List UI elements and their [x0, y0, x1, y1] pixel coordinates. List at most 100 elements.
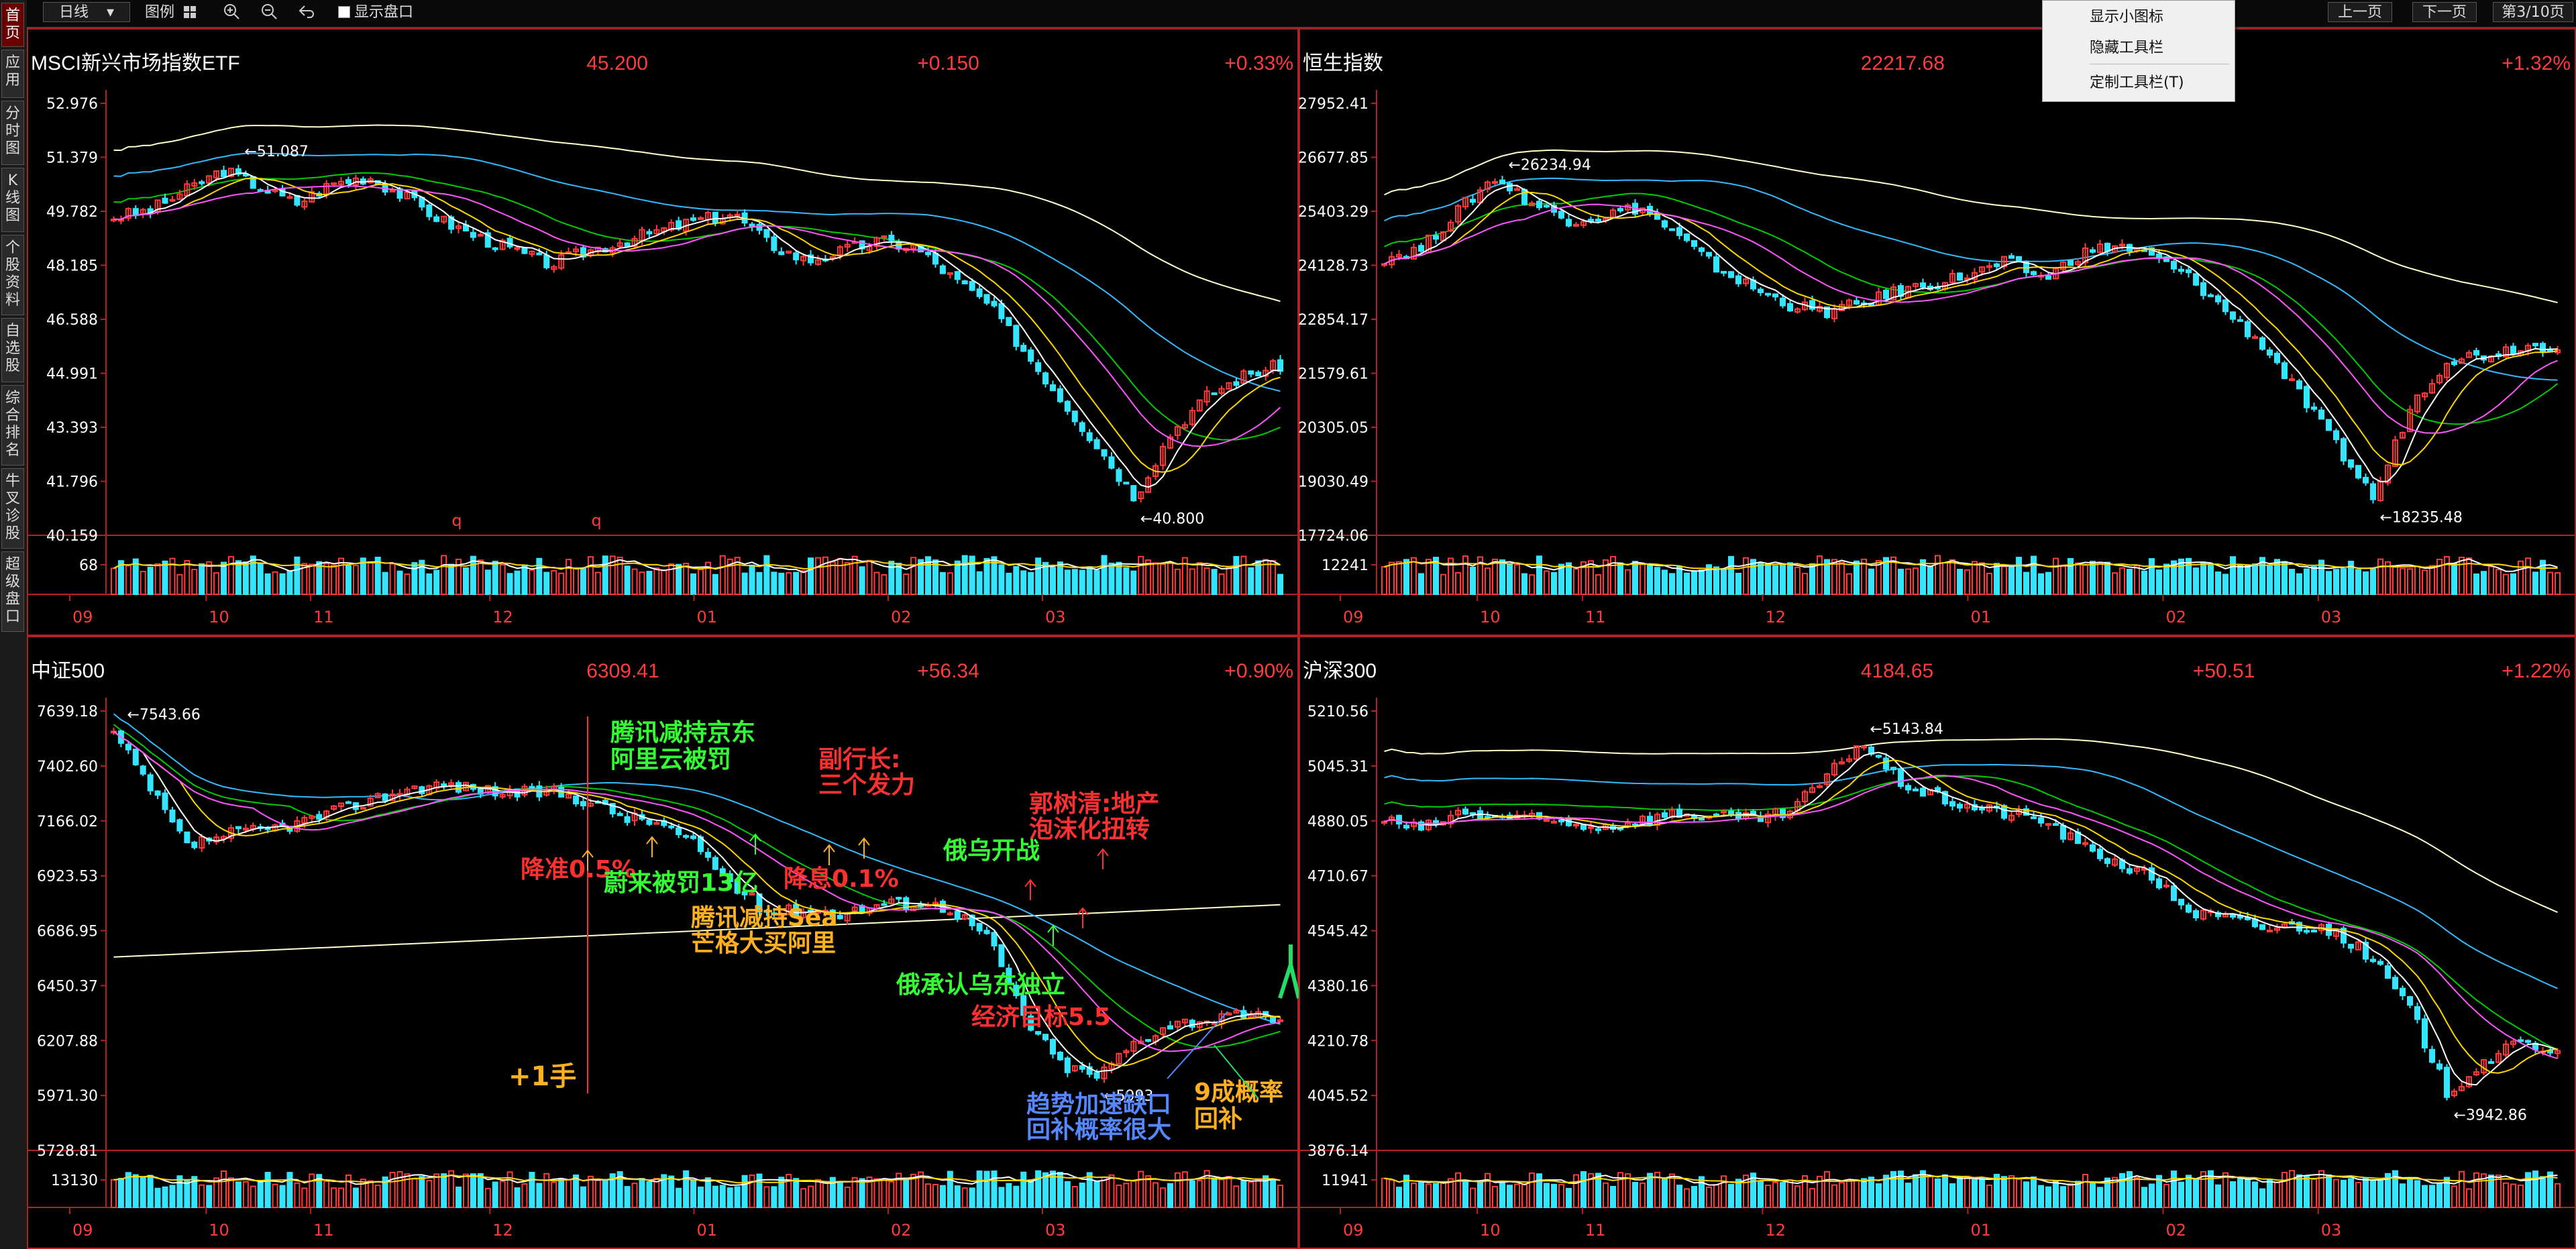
candle-body	[1381, 263, 1388, 266]
show-disk-label: 显示盘口	[354, 4, 414, 21]
volume-bar	[2428, 565, 2436, 596]
candle-body	[2310, 930, 2318, 933]
volume-bar	[1786, 562, 1794, 595]
candle-body	[1447, 221, 1454, 232]
candle-body	[176, 193, 183, 200]
candle-body	[639, 229, 645, 241]
candle-body	[2178, 898, 2185, 906]
y-tick-label: 52.976	[46, 96, 98, 113]
volume-bar	[1123, 567, 1130, 596]
candle-body	[2030, 816, 2037, 820]
x-tick-label: 03	[2321, 1221, 2342, 1240]
chart-panel-msci[interactable]: MSCI新兴市场指数ETF 45.200 +0.150 +0.33% 52.976 51.…	[27, 28, 1299, 636]
candle-body	[1565, 818, 1572, 826]
candle-body	[1572, 824, 1580, 827]
candle-body	[2237, 319, 2244, 322]
candle-body	[1381, 820, 1388, 824]
ma10-line	[113, 730, 1281, 1067]
sidebar-tab-1[interactable]: 应用	[1, 50, 24, 98]
menu-item-show-small-icons[interactable]: 显示小图标	[2090, 9, 2164, 25]
menu-item-customize-toolbar[interactable]: 定制工具栏(T)	[2090, 74, 2184, 91]
zoom-out-button[interactable]	[260, 3, 278, 23]
volume-bar	[1042, 561, 1049, 595]
y-tick-label: 26677.85	[1299, 150, 1368, 167]
candle-body	[786, 250, 792, 254]
candle-body	[2502, 346, 2510, 358]
chart-panel-csi500[interactable]: 中证500 6309.41 +56.34 +0.90% 7639.18 7402.60 71…	[27, 636, 1299, 1249]
candle-body	[1469, 199, 1477, 203]
candle-body	[1757, 288, 1764, 293]
volume-bar	[2524, 557, 2532, 595]
candle-body	[1079, 422, 1085, 432]
candle-body	[1248, 370, 1254, 375]
volume-bar	[1181, 1171, 1188, 1209]
volume-bar	[1255, 560, 1262, 595]
volume-bar	[360, 557, 366, 596]
sidebar-tab-2[interactable]: 分时图	[1, 101, 24, 165]
volume-bar	[2222, 574, 2229, 595]
candle-body	[2074, 261, 2082, 265]
candle-body	[1277, 359, 1284, 372]
prev-page-button[interactable]: 上一页	[2328, 2, 2392, 22]
volume-bar	[162, 1186, 168, 1208]
candle-body	[771, 912, 777, 916]
menu-item-hide-toolbar[interactable]: 隐藏工具栏	[2090, 40, 2164, 56]
sidebar-tab-4[interactable]: 个股资料	[1, 235, 24, 315]
volume-bar	[1890, 556, 1897, 595]
candle-body	[426, 205, 433, 217]
candle-body	[1218, 388, 1225, 394]
next-page-button[interactable]: 下一页	[2412, 2, 2477, 22]
annotation-a3: 副行长:	[818, 746, 900, 773]
volume-bar	[2030, 1176, 2037, 1209]
candle-body	[1845, 758, 1853, 762]
volume-bar	[1248, 567, 1254, 595]
volume-bar	[213, 1177, 220, 1208]
x-tick-label: 11	[1585, 608, 1606, 627]
candle-body	[213, 836, 220, 843]
sidebar-tab-6[interactable]: 综合排名	[1, 385, 24, 466]
chart-svg: 中证500 6309.41 +56.34 +0.90% 7639.18 7402.60 71…	[27, 636, 1299, 1249]
zoom-in-button[interactable]	[223, 3, 240, 23]
legend-button[interactable]: 图例	[145, 3, 197, 23]
ma10-line	[1384, 191, 2558, 466]
show-disk-toggle[interactable]: 显示盘口	[338, 3, 413, 23]
candle-body	[2185, 269, 2192, 274]
sidebar-tab-7[interactable]: 牛叉诊股	[1, 468, 24, 549]
sidebar-tab-0[interactable]: 首页	[1, 3, 24, 47]
price-change-pct: +1.22%	[2502, 660, 2571, 682]
volume-bar	[551, 1181, 557, 1208]
volume-bar	[1572, 568, 1580, 596]
volume-bar	[756, 572, 763, 595]
volume-bar	[331, 1187, 337, 1208]
volume-bar	[778, 572, 785, 595]
candle-body	[2362, 942, 2369, 960]
volume-bar	[2023, 572, 2030, 595]
volume-bar	[969, 555, 975, 596]
period-select[interactable]: 日线 ▾	[43, 2, 130, 22]
sidebar-tab-5[interactable]: 自选股	[1, 318, 24, 382]
volume-bar	[360, 1179, 366, 1208]
volume-bar	[1934, 555, 1941, 595]
candle-body	[2399, 987, 2406, 997]
last-price: 22217.68	[1861, 52, 1945, 74]
candle-body	[668, 825, 675, 828]
back-button[interactable]	[298, 3, 315, 23]
candle-body	[2332, 430, 2340, 441]
volume-bar	[2126, 1171, 2133, 1208]
candle-body	[786, 904, 792, 915]
chart-svg: MSCI新兴市场指数ETF 45.200 +0.150 +0.33% 52.976 51.…	[27, 28, 1299, 636]
volume-bar	[1203, 1170, 1210, 1209]
checkbox-icon[interactable]	[338, 6, 350, 18]
chart-panel-hsi[interactable]: 恒生指数 22217.68 +1.32% 27952.41 26677.85 25403.…	[1299, 28, 2576, 636]
candle-body	[939, 265, 946, 274]
sidebar-tab-8[interactable]: 超级盘口	[1, 551, 24, 632]
x-tick-label: 12	[1765, 1221, 1786, 1240]
candle-body	[1595, 219, 1602, 222]
chart-panel-hs300[interactable]: 沪深300 4184.65 +50.51 +1.22% 5210.56 5045.31 48…	[1299, 636, 2576, 1249]
candle-body	[470, 231, 476, 238]
volume-bar	[1167, 1183, 1173, 1208]
candle-body	[1189, 1020, 1195, 1028]
candle-body	[1521, 188, 1528, 205]
